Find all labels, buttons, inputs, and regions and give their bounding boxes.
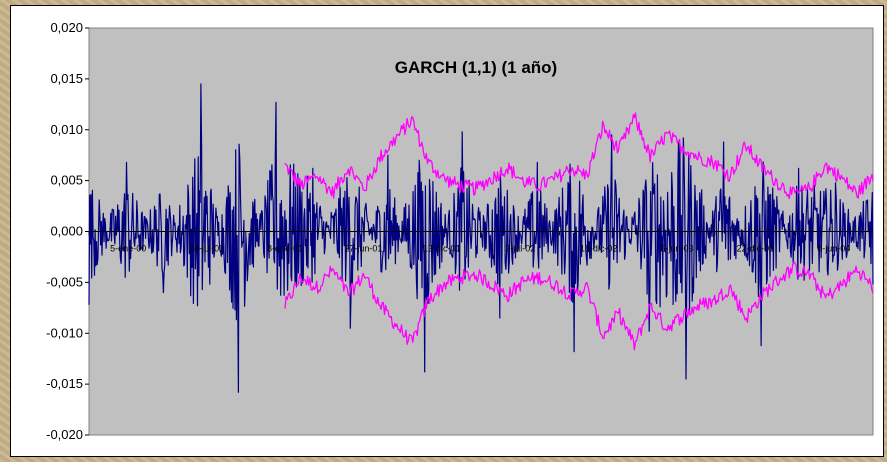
- y-tick-label: 0,010: [50, 122, 83, 137]
- x-tick-label: 8-ene-01: [267, 244, 303, 254]
- x-tick-label: 5-ene-00: [110, 244, 146, 254]
- y-axis: 0,020 0,015 0,010 0,005 0,000 -0,005 -0,010 -0,…: [46, 20, 89, 442]
- x-axis: 5-ene-00 24-jul-00 8-ene-01 27-jun-01 13-dic…: [88, 231, 850, 254]
- x-tick-label: 24-jul-00: [189, 244, 224, 254]
- x-tick-label: 3-jul-02: [505, 244, 535, 254]
- chart-frame: 0,020 0,015 0,010 0,005 0,000 -0,005 -0,010 -0,…: [10, 5, 884, 457]
- x-tick-label: 18-dic-02: [580, 244, 618, 254]
- lower-band-line: [284, 261, 874, 351]
- y-tick-label: 0,000: [50, 224, 83, 239]
- y-tick-label: -0,015: [46, 376, 83, 391]
- y-tick-label: -0,005: [46, 274, 83, 289]
- x-tick-label: 8-jun-04: [817, 244, 850, 254]
- y-tick-label: 0,005: [50, 173, 83, 188]
- y-tick-label: 0,015: [50, 71, 83, 86]
- upper-band-line: [284, 112, 874, 200]
- x-tick-label: 27-jun-01: [344, 244, 382, 254]
- x-tick-label: 5-jun-03: [660, 244, 693, 254]
- y-tick-label: -0,020: [46, 427, 83, 442]
- y-tick-label: 0,020: [50, 20, 83, 35]
- y-tick-label: -0,010: [46, 325, 83, 340]
- garch-chart: 0,020 0,015 0,010 0,005 0,000 -0,005 -0,010 -0,…: [46, 20, 874, 442]
- chart-title: GARCH (1,1) (1 año): [395, 58, 557, 77]
- x-tick-label: 22-dic-03: [737, 244, 775, 254]
- x-tick-label: 13-dic-01: [423, 244, 461, 254]
